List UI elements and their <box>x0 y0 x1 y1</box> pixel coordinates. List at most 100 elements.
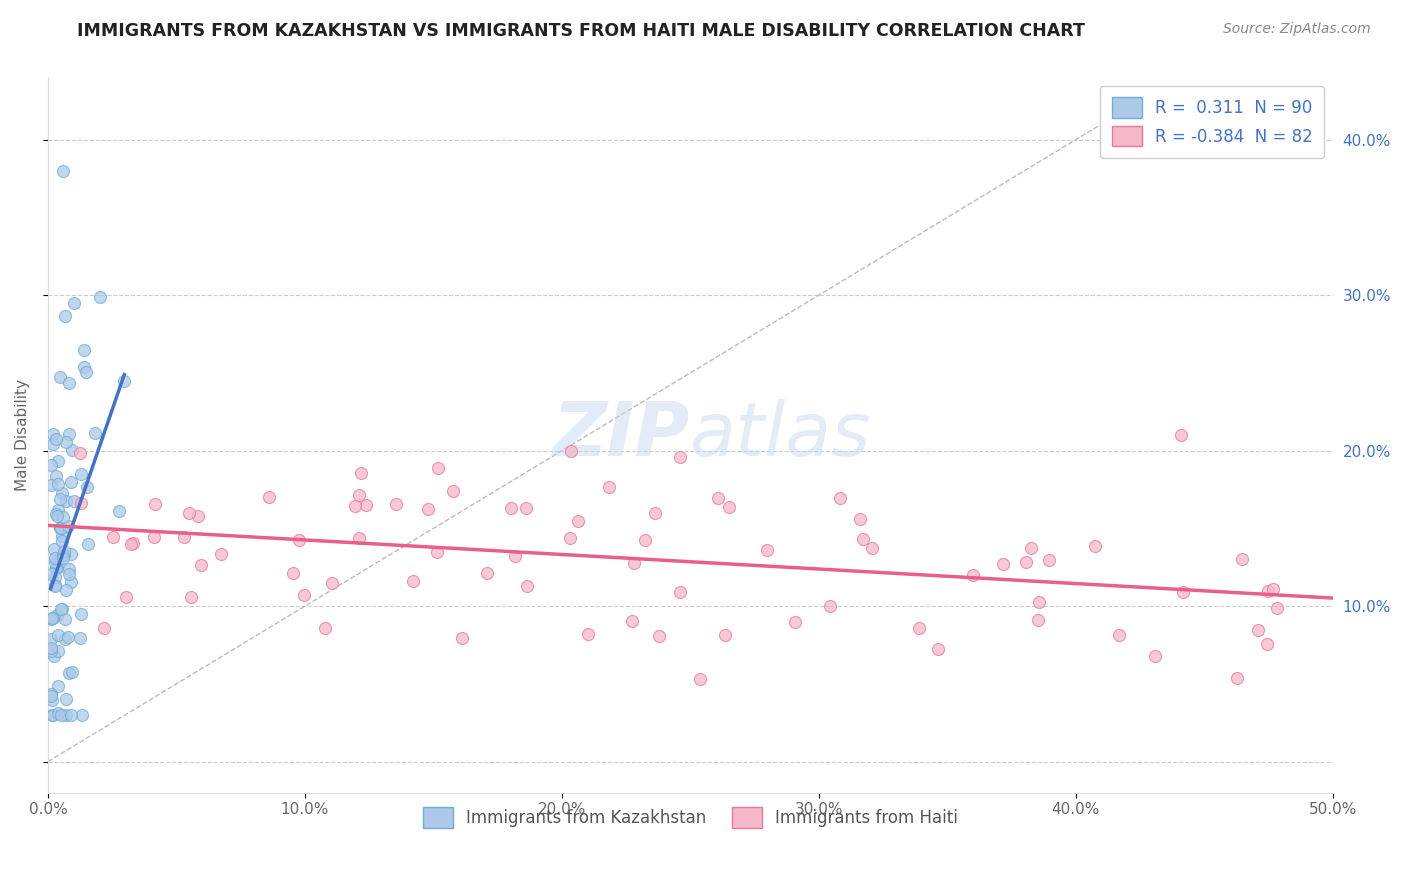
Point <box>828 491 851 505</box>
Point <box>52 510 75 524</box>
Point <box>143 497 166 511</box>
Point <box>560 444 582 458</box>
Point <box>1226 671 1249 685</box>
Point <box>39 640 62 655</box>
Point <box>39 632 62 647</box>
Point <box>46 454 69 468</box>
Point <box>53 543 76 558</box>
Point <box>39 566 62 581</box>
Point <box>259 490 281 504</box>
Point <box>51 533 73 548</box>
Point <box>567 514 589 528</box>
Point <box>46 608 69 623</box>
Point <box>60 547 83 561</box>
Point <box>1028 595 1050 609</box>
Point <box>55 583 77 598</box>
Point <box>63 493 86 508</box>
Point <box>475 566 498 580</box>
Point <box>58 427 80 442</box>
Point <box>58 562 80 576</box>
Point <box>60 475 83 490</box>
Point <box>39 478 62 492</box>
Point <box>402 574 425 589</box>
Point <box>46 679 69 693</box>
Point <box>755 543 778 558</box>
Point <box>576 627 599 641</box>
Point <box>60 707 83 722</box>
Point <box>53 612 76 626</box>
Point <box>598 480 620 494</box>
Point <box>44 570 66 584</box>
Point <box>505 549 527 564</box>
Point <box>1019 541 1042 555</box>
Point <box>860 541 883 556</box>
Point <box>58 665 80 680</box>
Point <box>41 707 63 722</box>
Point <box>349 531 371 545</box>
Point <box>179 506 201 520</box>
Point <box>62 296 84 310</box>
Point <box>49 601 72 615</box>
Point <box>53 309 76 323</box>
Point <box>1247 623 1270 637</box>
Point <box>620 615 643 629</box>
Point <box>209 548 232 562</box>
Point <box>427 460 450 475</box>
Point <box>45 469 67 483</box>
Point <box>58 376 80 391</box>
Point <box>343 499 366 513</box>
Point <box>516 580 538 594</box>
Text: IMMIGRANTS FROM KAZAKHSTAN VS IMMIGRANTS FROM HAITI MALE DISABILITY CORRELATION : IMMIGRANTS FROM KAZAKHSTAN VS IMMIGRANTS… <box>77 22 1085 40</box>
Point <box>44 577 66 591</box>
Point <box>450 632 472 646</box>
Point <box>39 689 62 703</box>
Point <box>314 621 336 635</box>
Point <box>42 611 65 625</box>
Point <box>669 584 692 599</box>
Point <box>1038 553 1060 567</box>
Point <box>1261 582 1284 596</box>
Point <box>51 529 73 543</box>
Y-axis label: Male Disability: Male Disability <box>15 379 30 491</box>
Point <box>55 494 77 508</box>
Point <box>44 541 66 556</box>
Point <box>558 531 581 545</box>
Point <box>52 548 75 562</box>
Point <box>44 551 66 566</box>
Point <box>101 530 124 544</box>
Point <box>1265 601 1288 615</box>
Point <box>785 615 807 629</box>
Point <box>59 574 82 589</box>
Point <box>122 535 145 549</box>
Point <box>58 518 80 533</box>
Point <box>46 644 69 658</box>
Point <box>45 507 67 521</box>
Point <box>52 163 75 178</box>
Point <box>89 290 111 304</box>
Legend: Immigrants from Kazakhstan, Immigrants from Haiti: Immigrants from Kazakhstan, Immigrants f… <box>416 801 965 834</box>
Text: ZIP: ZIP <box>553 399 690 472</box>
Point <box>112 374 135 388</box>
Point <box>441 484 464 499</box>
Point <box>187 508 209 523</box>
Point <box>143 530 166 544</box>
Point <box>45 433 67 447</box>
Point <box>714 628 737 642</box>
Point <box>49 707 72 722</box>
Point <box>49 369 72 384</box>
Point <box>962 567 984 582</box>
Point <box>69 446 91 460</box>
Point <box>53 632 76 646</box>
Point <box>644 506 666 520</box>
Point <box>46 627 69 641</box>
Point <box>51 521 73 535</box>
Point <box>350 466 373 480</box>
Point <box>39 611 62 625</box>
Point <box>39 687 62 701</box>
Point <box>180 590 202 604</box>
Point <box>70 467 93 482</box>
Point <box>294 588 316 602</box>
Point <box>354 498 377 512</box>
Point <box>288 533 311 548</box>
Point <box>120 537 142 551</box>
